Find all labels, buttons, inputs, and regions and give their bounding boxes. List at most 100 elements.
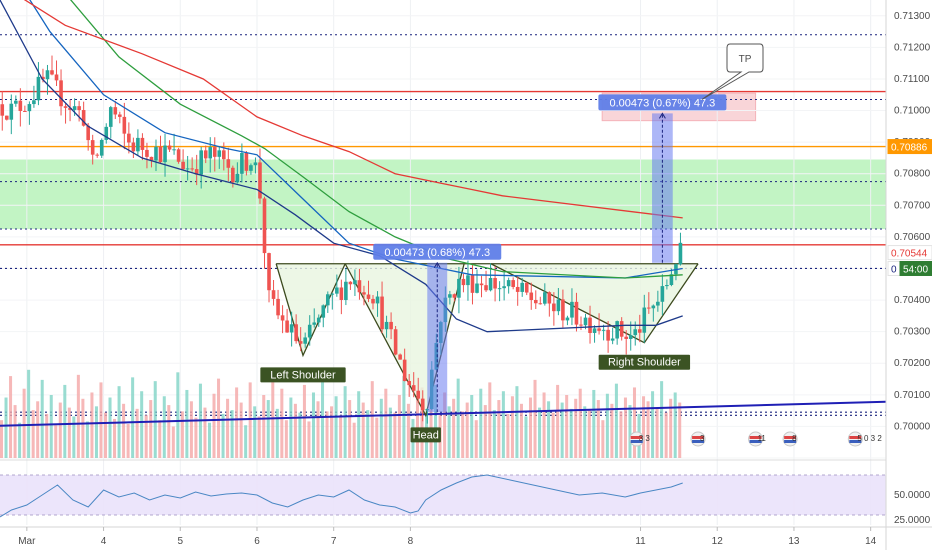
candle-body: [375, 296, 380, 304]
volume-bar: [357, 391, 361, 458]
candle-body: [208, 147, 213, 159]
volume-bar: [31, 410, 35, 458]
candle-body: [511, 280, 515, 287]
volume-bar: [99, 382, 103, 458]
candle-body: [457, 278, 461, 298]
candle-body: [222, 150, 226, 160]
volume-bar: [271, 373, 275, 458]
candle-body: [253, 162, 258, 166]
candle-body: [484, 285, 488, 291]
candle-body: [54, 74, 59, 81]
volume-bar: [63, 384, 67, 458]
candle-body: [194, 169, 199, 175]
candle-body: [552, 303, 556, 312]
volume-bar: [54, 425, 58, 458]
candle-body: [637, 329, 642, 333]
volume-bar: [655, 407, 659, 458]
volume-bar: [547, 401, 551, 458]
price-tag-box: [887, 139, 932, 155]
candle-body: [140, 137, 145, 150]
volume-bar: [343, 386, 347, 458]
volume-bar: [13, 405, 17, 458]
price-tick-label: 0.70400: [894, 295, 931, 306]
candle-body: [642, 307, 647, 333]
calendar-flag-stripe: [692, 440, 705, 443]
volume-bar: [217, 378, 221, 458]
moving-averages-layer: [0, 0, 683, 333]
volume-bar: [583, 406, 587, 458]
measure-box: [427, 262, 448, 413]
candle-body: [59, 80, 63, 107]
calendar-flag-stripe: [692, 436, 705, 439]
volume-bar: [651, 391, 655, 458]
volume-bar: [348, 400, 352, 458]
candle-body: [398, 354, 402, 360]
price-tick-label: 0.71200: [894, 42, 931, 53]
candle-body: [610, 338, 615, 341]
candle-body: [570, 301, 574, 318]
volume-bar: [524, 416, 528, 458]
candle-body: [543, 292, 547, 304]
volume-bar: [126, 423, 130, 458]
candle-body: [597, 328, 601, 331]
volume-bar: [519, 403, 523, 458]
support-zone: [0, 159, 886, 229]
candle-body: [420, 398, 425, 411]
candle-body: [402, 359, 407, 382]
candle-body: [104, 126, 109, 140]
volume-bar: [162, 396, 166, 458]
candle-body: [36, 76, 41, 101]
candle-body: [77, 106, 81, 111]
volume-bar: [321, 379, 325, 458]
volume-bar: [131, 377, 135, 458]
time-tick-label: 5: [177, 536, 183, 547]
candle-body: [470, 275, 475, 293]
volume-bar: [542, 392, 546, 458]
candle-body: [497, 288, 502, 290]
time-tick-label: 4: [101, 536, 107, 547]
calendar-flag-stripe: [630, 436, 643, 439]
volume-bar: [632, 387, 637, 458]
volume-bar: [94, 406, 98, 458]
candle-body: [240, 153, 244, 174]
candle-body: [524, 282, 529, 293]
volume-bar: [578, 388, 582, 458]
volume-bar: [515, 386, 519, 458]
candle-body: [466, 275, 470, 286]
calendar-flag-stripe: [784, 436, 797, 439]
volume-bar: [596, 400, 600, 458]
volume-bar: [230, 410, 234, 458]
pattern-label: Left Shoulder: [270, 369, 336, 381]
volume-bar: [339, 415, 343, 458]
volume-bar: [601, 420, 605, 458]
candle-body: [651, 305, 656, 309]
volume-bar: [90, 392, 94, 458]
volume-bar: [556, 384, 560, 458]
moving-average-line: [0, 0, 683, 333]
volume-bar: [574, 398, 578, 458]
volume-bar: [325, 411, 329, 458]
candle-body: [86, 125, 90, 141]
candle-body: [384, 321, 389, 330]
volume-bar: [85, 421, 89, 458]
volume-bar: [565, 395, 569, 458]
volume-bar: [284, 420, 288, 458]
volume-bar: [248, 382, 252, 458]
candle-body: [294, 324, 298, 342]
rsi-tick-label: 25.0000: [894, 515, 931, 526]
measure-label-box: [373, 243, 502, 260]
candle-body: [136, 137, 140, 152]
volume-bar: [366, 410, 370, 458]
time-tick-label: 14: [865, 536, 877, 547]
candle-body: [231, 167, 235, 183]
volume-bar: [664, 412, 668, 458]
volume-bar: [375, 417, 379, 458]
volume-bar: [623, 397, 627, 458]
volume-bar: [642, 396, 646, 458]
price-tick-label: 0.70700: [894, 200, 931, 211]
candle-body: [203, 150, 208, 159]
right-shoulder-area: [490, 263, 699, 343]
volume-bar: [0, 420, 4, 458]
price-tag-box: [899, 260, 932, 276]
